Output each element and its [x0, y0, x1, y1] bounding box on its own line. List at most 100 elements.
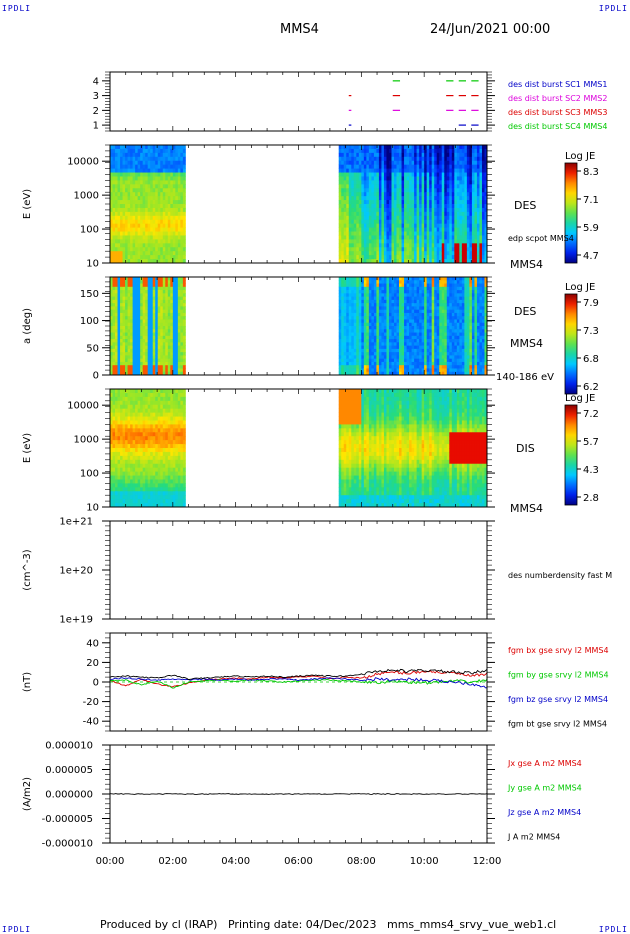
corner-label-bottom-right: IPDLI [598, 925, 628, 934]
heatmap-cell [167, 145, 171, 150]
heatmap-cell [112, 207, 116, 213]
heatmap-cell [421, 231, 425, 236]
heatmap-cell [140, 296, 144, 301]
heatmap-cell [140, 192, 144, 197]
heatmap-cell [424, 322, 428, 327]
heatmap-cell [383, 309, 387, 314]
heatmap-cell [426, 184, 430, 189]
heatmap-cell [426, 168, 430, 173]
heatmap-cell [461, 243, 465, 248]
heatmap-cell [182, 283, 186, 288]
heatmap-cell [449, 164, 453, 169]
heatmap-cell [135, 259, 139, 264]
heatmap-cell [180, 342, 184, 346]
heatmap-cell [439, 286, 443, 291]
heatmap-cell [112, 176, 116, 181]
heatmap-cell [409, 239, 412, 244]
heatmap-cell [341, 316, 345, 320]
heatmap-cell [351, 243, 355, 248]
heatmap-cell [341, 358, 345, 363]
heatmap-cell [132, 247, 136, 252]
heatmap-cell [112, 184, 116, 189]
heatmap-cell [157, 172, 161, 177]
heatmap-cell [135, 326, 139, 330]
heatmap-cell [371, 145, 375, 150]
heatmap-cell [391, 247, 395, 252]
heatmap-cell [421, 290, 425, 294]
heatmap-cell [110, 329, 113, 333]
heatmap-cell [170, 326, 174, 330]
heatmap-cell [376, 355, 380, 360]
heatmap-cell [431, 277, 435, 281]
heatmap-cell [436, 251, 440, 256]
heatmap-cell [441, 355, 445, 360]
heatmap-cell [361, 335, 365, 340]
heatmap-cell [368, 207, 372, 213]
heatmap-cell [388, 180, 392, 185]
heatmap-cell [125, 219, 128, 225]
heatmap-cell [414, 196, 418, 201]
heatmap-cell [401, 332, 405, 337]
heatmap-cell [451, 251, 455, 256]
heatmap-cell [137, 211, 141, 217]
heatmap-cell [175, 251, 179, 256]
heatmap-cell [172, 231, 176, 236]
heatmap-cell [406, 192, 410, 197]
heatmap-cell [130, 168, 134, 173]
heatmap-cell [150, 231, 154, 236]
heatmap-cell [145, 219, 149, 225]
heatmap-cell [426, 207, 430, 213]
heatmap-cell [140, 306, 144, 311]
heatmap-cell [127, 368, 131, 373]
heatmap-cell [132, 152, 136, 158]
heatmap-cell [338, 339, 342, 343]
heatmap-cell [353, 277, 357, 281]
heatmap-cell [373, 345, 377, 350]
heatmap-cell [177, 293, 181, 297]
heatmap-cell [112, 196, 116, 201]
heatmap-cell [404, 283, 407, 288]
heatmap-cell [172, 283, 176, 288]
heatmap-cell [140, 152, 144, 158]
heatmap-cell [434, 371, 438, 376]
heatmap-cell [431, 303, 435, 307]
heatmap-cell [396, 168, 400, 173]
heatmap-cell [152, 290, 156, 294]
heatmap-cell [446, 152, 450, 158]
heatmap-cell [147, 164, 151, 169]
heatmap-cell [142, 148, 146, 154]
heatmap-cell [145, 355, 149, 360]
heatmap-cell [388, 251, 392, 256]
heatmap-cell [446, 299, 450, 304]
heatmap-cell [434, 365, 438, 369]
heatmap-cell [459, 168, 463, 173]
heatmap-cell [140, 211, 144, 217]
heatmap-cell [446, 296, 450, 301]
heatmap-cell [172, 319, 176, 324]
heatmap-cell [391, 188, 395, 193]
heatmap-cell [404, 172, 407, 177]
heatmap-cell [434, 168, 438, 173]
heatmap-cell [160, 352, 164, 356]
heatmap-cell [409, 204, 412, 209]
heatmap-cell [348, 348, 352, 353]
heatmap-cell [363, 309, 367, 314]
heatmap-cell [378, 332, 382, 337]
heatmap-cell [394, 168, 397, 173]
heatmap-cell [406, 160, 410, 166]
heatmap-cell [373, 235, 377, 240]
heatmap-cell [394, 303, 397, 307]
heatmap-cell [424, 188, 428, 193]
heatmap-cell [353, 371, 357, 376]
heatmap-cell [115, 204, 118, 209]
heatmap-cell [348, 152, 352, 158]
heatmap-cell [421, 335, 425, 340]
heatmap-cell [115, 148, 118, 154]
heatmap-cell [165, 296, 169, 301]
heatmap-cell [434, 358, 438, 363]
heatmap-cell [358, 247, 362, 252]
heatmap-cell [152, 352, 156, 356]
heatmap-cell [388, 286, 392, 291]
heatmap-cell [175, 280, 179, 284]
heatmap-cell [446, 184, 450, 189]
